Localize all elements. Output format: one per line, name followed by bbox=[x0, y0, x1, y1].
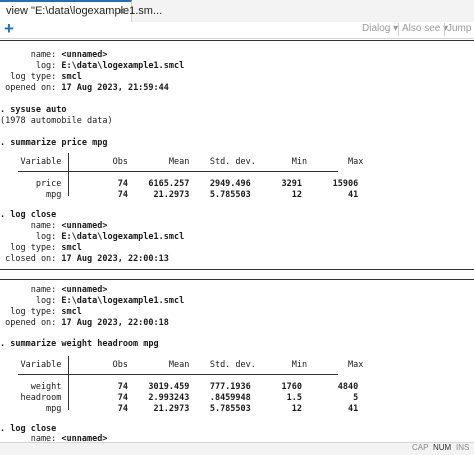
log-line: log type: smcl bbox=[0, 307, 82, 317]
table-rule bbox=[18, 374, 338, 375]
table-header: Variable Obs Mean Std. dev. Min Max bbox=[0, 360, 364, 370]
log-separator bbox=[0, 40, 474, 41]
log-line: name: <unnamed> bbox=[0, 285, 108, 295]
add-tab-icon[interactable]: + bbox=[4, 19, 14, 38]
command-line: . summarize weight headroom mpg bbox=[0, 339, 159, 349]
tab-label: view "E:\data\logexample1.sm... bbox=[6, 5, 163, 17]
log-line: log: E:\data\logexample1.smcl bbox=[0, 296, 185, 306]
also-see-button[interactable]: Also see ▾ bbox=[402, 23, 449, 34]
toolbar-divider bbox=[444, 23, 445, 36]
log-line: log type: smcl bbox=[0, 72, 82, 82]
command-line: . log close bbox=[0, 424, 57, 434]
jump-to-button[interactable]: Jump to bbox=[447, 23, 474, 34]
insert-indicator: INS bbox=[456, 443, 470, 452]
dialog-button[interactable]: Dialog ▾ bbox=[362, 23, 399, 34]
log-separator bbox=[0, 269, 474, 270]
log-separator bbox=[0, 279, 474, 280]
close-icon[interactable]: × bbox=[118, 4, 126, 18]
toolbar-divider bbox=[398, 23, 399, 36]
log-line: opened on: 17 Aug 2023, 21:59:44 bbox=[0, 83, 169, 93]
log-output: name: <unnamed> log: E:\data\logexample1… bbox=[0, 40, 474, 442]
log-line: opened on: 17 Aug 2023, 22:00:18 bbox=[0, 318, 169, 328]
command-line: . log close bbox=[0, 210, 57, 220]
command-output: (1978 automobile data) bbox=[0, 116, 113, 126]
table-header: Variable Obs Mean Std. dev. Min Max bbox=[0, 157, 364, 167]
table-row: weight 74 3019.459 777.1936 1760 4840 bbox=[0, 382, 359, 392]
status-bar: CAP NUM INS bbox=[0, 442, 474, 455]
table-row: headroom 74 2.993243 .8459948 1.5 5 bbox=[0, 393, 359, 403]
viewer-tab[interactable]: view "E:\data\logexample1.sm... × bbox=[0, 0, 162, 22]
log-line: closed on: 17 Aug 2023, 22:00:13 bbox=[0, 254, 169, 264]
table-row: price 74 6165.257 2949.496 3291 15906 bbox=[0, 179, 359, 189]
table-row: mpg 74 21.2973 5.785503 12 41 bbox=[0, 190, 359, 200]
caps-lock-indicator: CAP bbox=[412, 443, 429, 452]
table-divider bbox=[68, 356, 69, 410]
command-line: . sysuse auto bbox=[0, 105, 67, 115]
command-line: . summarize price mpg bbox=[0, 138, 108, 148]
log-line: log type: smcl bbox=[0, 243, 82, 253]
tab-bar: view "E:\data\logexample1.sm... × bbox=[0, 0, 474, 23]
table-divider bbox=[68, 153, 69, 196]
log-line: log: E:\data\logexample1.smcl bbox=[0, 232, 185, 242]
num-lock-indicator: NUM bbox=[433, 443, 452, 452]
log-line: name: <unnamed> bbox=[0, 221, 108, 231]
log-line: name: <unnamed> bbox=[0, 50, 108, 60]
viewer-toolbar: + Dialog ▾ Also see ▾ Jump to bbox=[0, 19, 474, 39]
log-line: name: <unnamed> bbox=[0, 434, 108, 442]
table-row: mpg 74 21.2973 5.785503 12 41 bbox=[0, 404, 359, 414]
log-line: log: E:\data\logexample1.smcl bbox=[0, 61, 185, 71]
table-rule bbox=[18, 171, 338, 172]
